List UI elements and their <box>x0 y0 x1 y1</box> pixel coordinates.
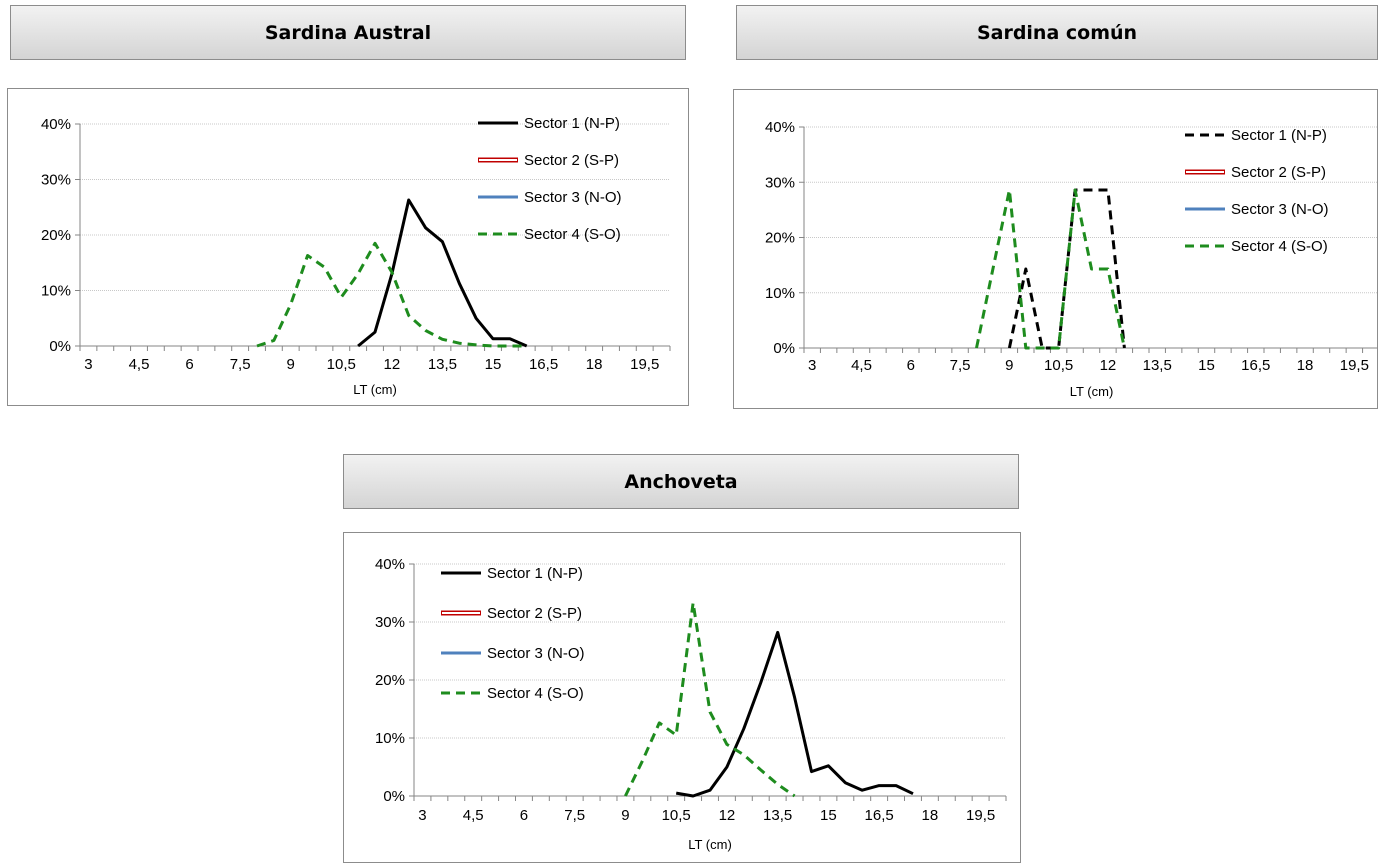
sardina-comun-title: Sardina común <box>736 5 1378 60</box>
x-tick-label: 15 <box>1198 357 1215 374</box>
y-tick-label: 40% <box>41 116 71 133</box>
sardina-austral-plot: 0% 10% 20% 30% 40% 3 4,5 6 7,5 9 10,5 12 13,5 15 16,5 1… <box>41 115 671 397</box>
anchoveta-title: Anchoveta <box>343 454 1019 509</box>
series-line-sector-4 <box>975 188 1126 350</box>
sardina-austral-chart: 0% 10% 20% 30% 40% 3 4,5 6 7,5 9 10,5 12 13,5 15 16,5 1… <box>7 88 689 406</box>
x-tick-label: 9 <box>287 356 295 373</box>
x-tick-label: 13,5 <box>763 807 792 824</box>
x-tick-label: 19,5 <box>1340 357 1369 374</box>
legend-label: Sector 2 (S-P) <box>524 152 619 169</box>
legend-label: Sector 1 (N-P) <box>1231 127 1327 144</box>
y-tick-label: 10% <box>765 285 795 302</box>
x-axis-label: LT (cm) <box>688 837 732 852</box>
y-tick-label: 20% <box>765 230 795 247</box>
x-axis-label: LT (cm) <box>353 382 397 397</box>
legend-label: Sector 3 (N-O) <box>524 189 622 206</box>
y-tick-label: 0% <box>383 788 405 805</box>
x-tick-label: 13,5 <box>1143 357 1172 374</box>
x-tick-label: 19,5 <box>966 807 995 824</box>
legend-label: Sector 3 (N-O) <box>487 645 585 662</box>
x-tick-label: 18 <box>1297 357 1314 374</box>
x-tick-label: 13,5 <box>428 356 457 373</box>
y-tick-label: 20% <box>41 227 71 244</box>
legend-label: Sector 4 (S-O) <box>487 685 584 702</box>
x-tick-label: 3 <box>418 807 426 824</box>
y-tick-label: 30% <box>41 172 71 189</box>
y-tick-label: 0% <box>49 338 71 355</box>
x-tick-label: 16,5 <box>529 356 558 373</box>
x-tick-label: 16,5 <box>1241 357 1270 374</box>
x-tick-label: 9 <box>621 807 629 824</box>
x-tick-label: 16,5 <box>865 807 894 824</box>
sardina-austral-title: Sardina Austral <box>10 5 686 60</box>
x-tick-label: 12 <box>1100 357 1117 374</box>
x-tick-label: 6 <box>907 357 915 374</box>
legend-label: Sector 4 (S-O) <box>1231 238 1328 255</box>
y-tick-label: 40% <box>375 556 405 573</box>
x-tick-label: 19,5 <box>630 356 659 373</box>
x-tick-label: 18 <box>922 807 939 824</box>
legend-label: Sector 3 (N-O) <box>1231 201 1329 218</box>
y-tick-label: 30% <box>765 174 795 191</box>
x-tick-label: 6 <box>185 356 193 373</box>
x-tick-label: 10,5 <box>1044 357 1073 374</box>
y-tick-label: 20% <box>375 672 405 689</box>
x-tick-label: 15 <box>820 807 837 824</box>
y-tick-label: 0% <box>773 340 795 357</box>
x-tick-label: 10,5 <box>662 807 691 824</box>
x-tick-label: 7,5 <box>230 356 251 373</box>
y-tick-label: 30% <box>375 614 405 631</box>
series-line-sector-1 <box>675 630 914 798</box>
x-tick-label: 18 <box>586 356 603 373</box>
x-tick-label: 4,5 <box>851 357 872 374</box>
legend-label: Sector 1 (N-P) <box>524 115 620 132</box>
legend-label: Sector 4 (S-O) <box>524 226 621 243</box>
x-tick-label: 3 <box>808 357 816 374</box>
series-line-sector-4 <box>256 241 527 348</box>
series-line-sector-1 <box>1007 188 1126 350</box>
legend-label: Sector 2 (S-P) <box>487 605 582 622</box>
sardina-comun-chart: 0% 10% 20% 30% 40% 3 4,5 6 7,5 9 10,5 12 13,5 15 16,5 1… <box>733 89 1378 409</box>
x-tick-label: 7,5 <box>564 807 585 824</box>
x-tick-label: 15 <box>485 356 502 373</box>
series-line-sector-1 <box>357 198 528 348</box>
sardina-comun-plot: 0% 10% 20% 30% 40% 3 4,5 6 7,5 9 10,5 12 13,5 15 16,5 1… <box>765 119 1378 399</box>
x-tick-label: 4,5 <box>129 356 150 373</box>
x-tick-label: 12 <box>384 356 401 373</box>
legend-label: Sector 1 (N-P) <box>487 565 583 582</box>
y-tick-label: 40% <box>765 119 795 136</box>
x-tick-label: 4,5 <box>463 807 484 824</box>
x-tick-label: 3 <box>84 356 92 373</box>
x-axis-label: LT (cm) <box>1070 384 1114 399</box>
y-tick-label: 10% <box>41 283 71 300</box>
anchoveta-plot: 0% 10% 20% 30% 40% 3 4,5 6 7,5 9 10,5 12 13,5 15 16,5 1… <box>375 556 1007 852</box>
x-tick-label: 9 <box>1005 357 1013 374</box>
y-tick-label: 10% <box>375 730 405 747</box>
series-line-sector-4 <box>624 601 796 798</box>
x-tick-label: 6 <box>520 807 528 824</box>
legend-label: Sector 2 (S-P) <box>1231 164 1326 181</box>
x-tick-label: 10,5 <box>327 356 356 373</box>
x-tick-label: 12 <box>719 807 736 824</box>
x-tick-label: 7,5 <box>950 357 971 374</box>
anchoveta-chart: 0% 10% 20% 30% 40% 3 4,5 6 7,5 9 10,5 12 13,5 15 16,5 1… <box>343 532 1021 863</box>
